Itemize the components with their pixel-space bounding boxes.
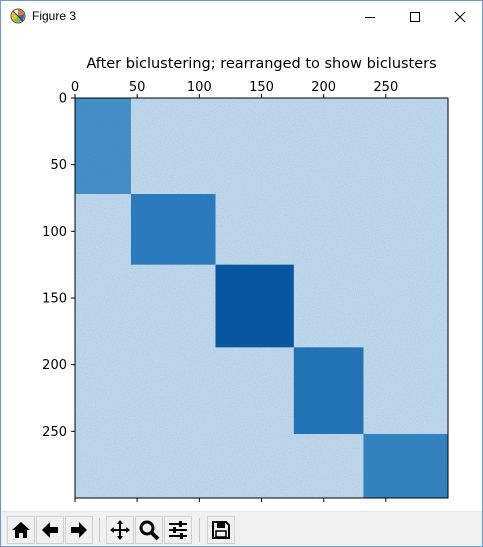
heatmap-plot[interactable]: 0 50 100 150 200 250 0 50 100 150 200 250 [1, 63, 482, 509]
y-tick-label: 250 [42, 425, 67, 440]
x-tick-label: 50 [129, 80, 146, 95]
home-button[interactable] [7, 516, 35, 544]
close-icon [454, 11, 465, 22]
home-icon [12, 522, 30, 538]
configure-subplots-icon [169, 521, 187, 539]
back-arrow-icon [42, 522, 58, 538]
maximize-button[interactable] [392, 1, 437, 32]
navigation-toolbar [1, 511, 482, 546]
y-tick-label: 100 [42, 225, 67, 240]
matplotlib-logo-icon [10, 8, 26, 24]
zoom-button[interactable] [135, 516, 163, 544]
back-button[interactable] [36, 516, 64, 544]
close-button[interactable] [437, 1, 482, 32]
forward-arrow-icon [71, 522, 87, 538]
maximize-icon [409, 11, 420, 22]
y-tick-label: 0 [59, 92, 67, 107]
minimize-icon [364, 16, 375, 18]
x-tick-label: 0 [71, 80, 79, 95]
window-title: Figure 3 [32, 9, 77, 23]
x-tick-label: 250 [373, 80, 398, 95]
minimize-button[interactable] [347, 1, 392, 32]
y-tick-label: 50 [50, 158, 67, 173]
chart-title: After biclustering; rearranged to show b… [86, 56, 437, 72]
configure-subplots-button[interactable] [164, 516, 192, 544]
figure-canvas[interactable]: After biclustering; rearranged to show b… [1, 32, 482, 509]
title-bar[interactable]: Figure 3 [1, 1, 482, 32]
pan-icon [110, 520, 130, 540]
zoom-icon [139, 520, 160, 541]
heatmap-noise-overlay [75, 98, 448, 498]
y-tick-label: 200 [42, 358, 67, 373]
x-tick-label: 200 [311, 80, 336, 95]
toolbar-separator [199, 518, 200, 542]
x-tick-label: 100 [187, 80, 212, 95]
save-icon [212, 521, 230, 539]
toolbar-separator [99, 518, 100, 542]
forward-button[interactable] [65, 516, 93, 544]
x-tick-label: 150 [249, 80, 274, 95]
y-tick-label: 150 [42, 292, 67, 307]
pan-button[interactable] [106, 516, 134, 544]
save-button[interactable] [207, 516, 235, 544]
